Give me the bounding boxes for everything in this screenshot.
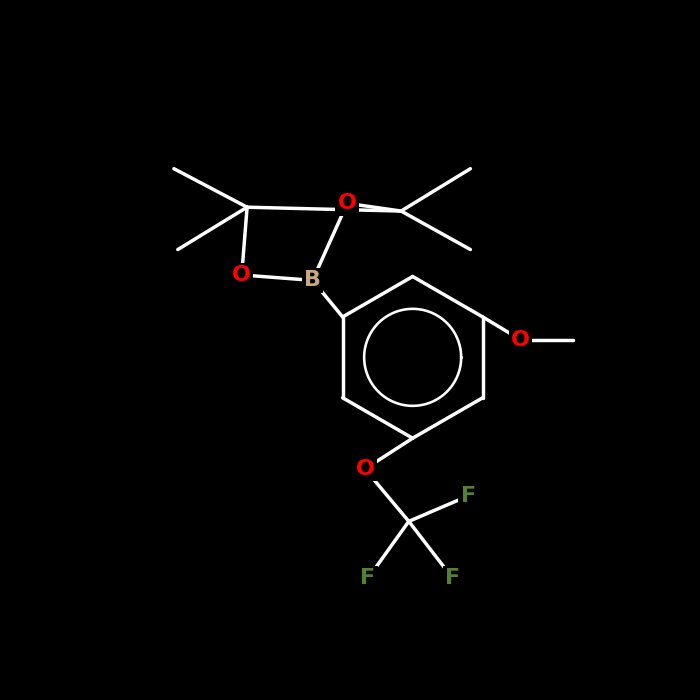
Text: O: O: [337, 193, 357, 214]
Text: O: O: [232, 265, 251, 285]
Text: O: O: [511, 330, 530, 349]
Text: B: B: [304, 270, 321, 290]
Text: F: F: [461, 486, 476, 506]
Text: O: O: [356, 459, 375, 479]
Text: F: F: [360, 568, 376, 588]
Text: F: F: [445, 568, 461, 588]
